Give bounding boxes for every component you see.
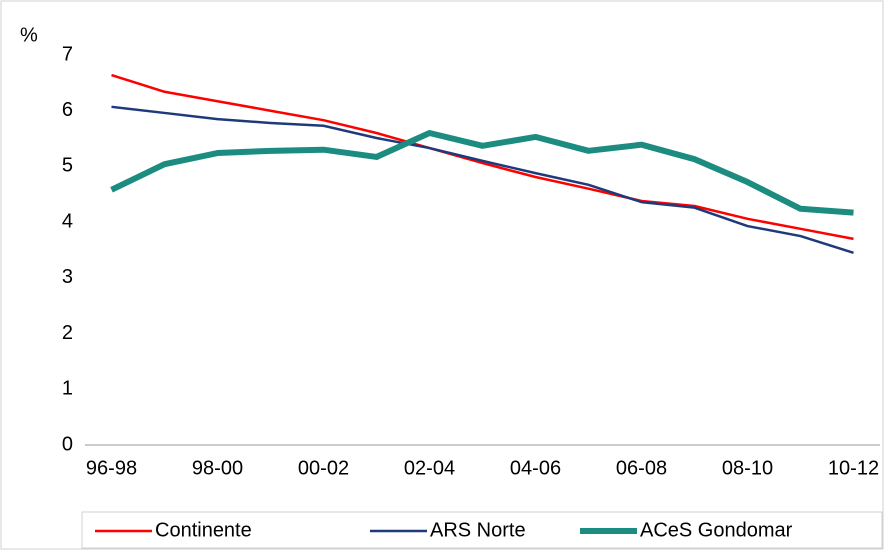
legend-label: ACeS Gondomar: [640, 519, 793, 541]
x-tick-label: 08-10: [722, 457, 773, 479]
y-tick-label: 5: [62, 155, 73, 177]
y-tick-label: 1: [62, 378, 73, 400]
series-line: [111, 73, 854, 241]
x-tick-label: 00-02: [298, 457, 349, 479]
series-line: [111, 105, 854, 254]
y-tick-label: 2: [62, 322, 73, 344]
legend-label: ARS Norte: [430, 519, 526, 541]
series-line: [110, 130, 854, 216]
x-tick-label: 06-08: [616, 457, 667, 479]
x-tick-label: 96-98: [86, 457, 137, 479]
y-tick-label: 4: [62, 210, 73, 232]
y-tick-label: 3: [62, 266, 73, 288]
legend-label: Continente: [155, 519, 252, 541]
x-tick-label: 04-06: [510, 457, 561, 479]
x-tick-label: 02-04: [404, 457, 455, 479]
y-tick-label: 6: [62, 99, 73, 121]
x-tick-label: 98-00: [192, 457, 243, 479]
y-axis-label: %: [20, 24, 38, 46]
y-tick-label: 7: [62, 43, 73, 65]
y-tick-label: 0: [62, 433, 73, 455]
legend-frame: [81, 511, 883, 549]
x-tick-label: 10-12: [828, 457, 879, 479]
